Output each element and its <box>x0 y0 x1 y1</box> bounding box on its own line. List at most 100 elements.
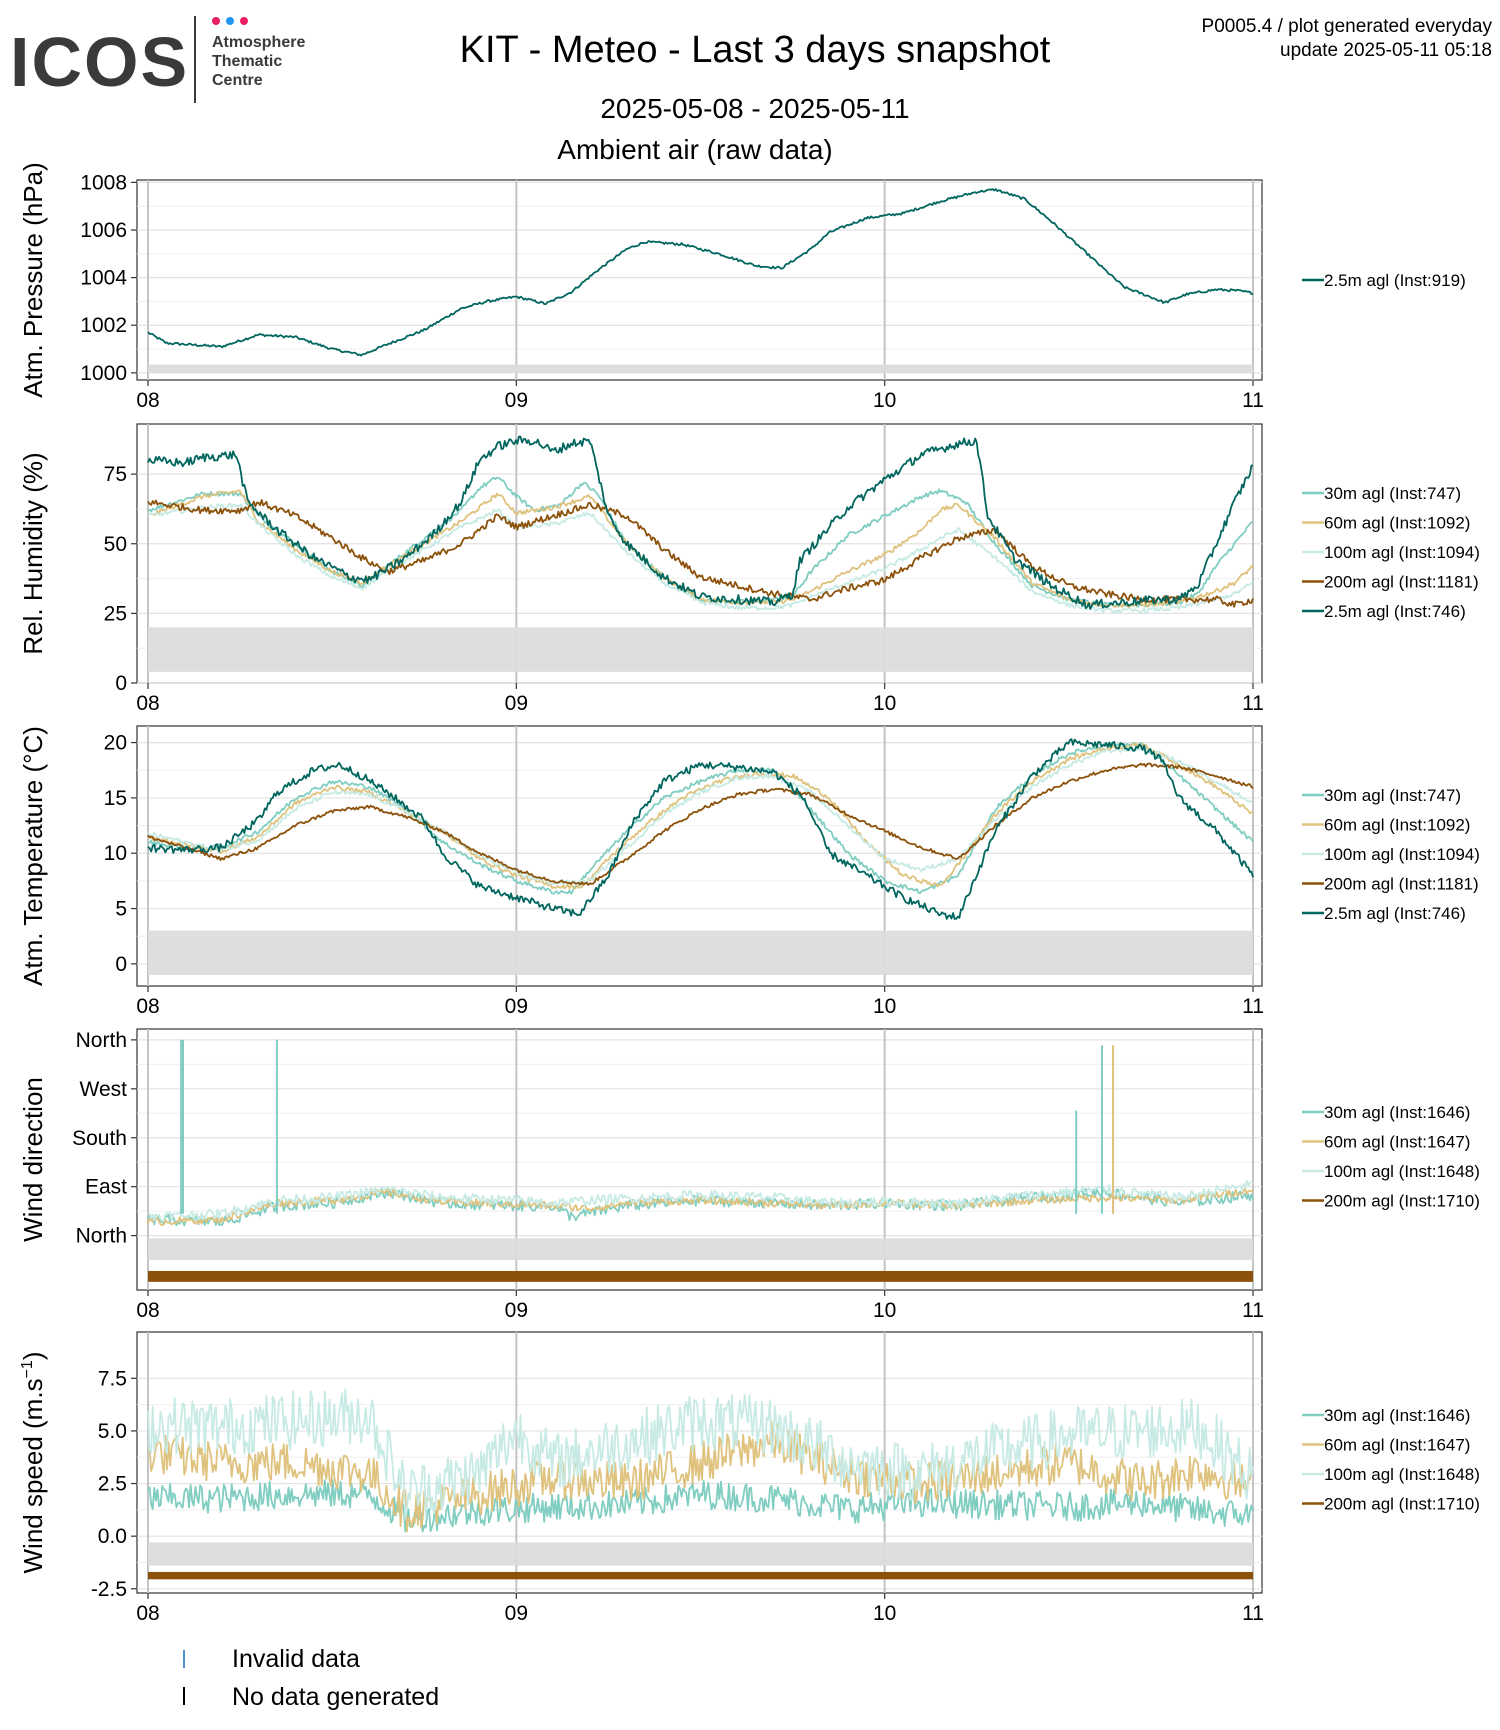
logo-sub-3: Centre <box>212 72 263 89</box>
y-tick-label: 5 <box>115 898 127 921</box>
x-tick-label: 10 <box>873 1299 896 1322</box>
x-tick-label: 09 <box>505 1299 528 1322</box>
y-tick-label: West <box>80 1078 128 1101</box>
series-line-100m <box>147 746 1254 886</box>
x-tick-label: 11 <box>1242 1602 1264 1625</box>
series-line-60m <box>147 489 1254 608</box>
legend-label: 200m agl (Inst:1710) <box>1324 1192 1480 1211</box>
y-axis-label-close: ) <box>18 1352 48 1361</box>
series-line-30m <box>147 741 1254 895</box>
y-tick-label: 1000 <box>80 362 127 385</box>
x-tick-label: 10 <box>873 995 896 1018</box>
y-tick-label: 0 <box>115 672 127 695</box>
panel-wind_speed: -2.5 0.0 2.5 5.0 7.5 08 09 10 11 Wind speed (m.s−… <box>18 1331 1480 1625</box>
y-tick-label: 7.5 <box>98 1367 127 1390</box>
info-line-2: update 2025-05-11 05:18 <box>1280 40 1492 61</box>
y-tick-label: 0.0 <box>98 1525 127 1548</box>
x-tick-label: 09 <box>505 1602 528 1625</box>
legend-label: 2.5m agl (Inst:746) <box>1324 904 1466 923</box>
x-tick-label: 08 <box>136 1602 159 1625</box>
series-line-100m <box>147 1179 1254 1222</box>
icos-logo: ICOS Atmosphere Thematic Centre <box>10 16 305 103</box>
legend-label: 100m agl (Inst:1648) <box>1324 1162 1480 1181</box>
x-tick-label: 10 <box>873 1602 896 1625</box>
y-tick-label: 1002 <box>80 314 127 337</box>
x-tick-label: 08 <box>136 389 159 412</box>
x-tick-label: 08 <box>136 995 159 1018</box>
page-title: KIT - Meteo - Last 3 days snapshot <box>460 29 1051 71</box>
legend-label: 2.5m agl (Inst:919) <box>1324 271 1466 290</box>
threshold-band <box>148 1542 1253 1566</box>
logo-sub-1: Atmosphere <box>212 34 305 51</box>
y-tick-label: 50 <box>104 533 127 556</box>
legend-humidity: 30m agl (Inst:747) 60m agl (Inst:1092) 100… <box>1302 484 1480 621</box>
legend-label: 30m agl (Inst:1646) <box>1324 1406 1470 1425</box>
x-tick-label: 11 <box>1242 1299 1264 1322</box>
legend-label: 100m agl (Inst:1094) <box>1324 543 1480 562</box>
legend-label: 100m agl (Inst:1648) <box>1324 1465 1480 1484</box>
legend-wind_direction: 30m agl (Inst:1646) 60m agl (Inst:1647) 10… <box>1302 1103 1480 1211</box>
series-line-100m <box>147 502 1254 614</box>
panel-wind_direction: North East South West North 08 09 10 11 Wind dire… <box>18 1028 1480 1322</box>
legend-pressure: 2.5m agl (Inst:919) <box>1302 271 1466 290</box>
y-tick-label: East <box>85 1176 127 1199</box>
bottom-legend: Invalid data No data generated <box>183 1645 439 1711</box>
series-line-200m <box>147 499 1254 608</box>
legend-label: 30m agl (Inst:747) <box>1324 484 1461 503</box>
y-tick-label: -2.5 <box>91 1578 127 1601</box>
y-axis-label: Rel. Humidity (%) <box>18 452 48 654</box>
threshold-band <box>148 1238 1253 1261</box>
no-data-label: No data generated <box>232 1683 439 1711</box>
no-data-band-200m <box>148 1571 1253 1580</box>
y-tick-label: 5.0 <box>98 1420 127 1443</box>
threshold-band <box>148 930 1253 975</box>
series-line-60m <box>147 1420 1254 1533</box>
panel-humidity: 0 25 50 75 08 09 10 11 Rel. Humidity (%) 30m agl … <box>18 423 1480 715</box>
invalid-data-label: Invalid data <box>232 1645 360 1673</box>
series-line-2.5m <box>147 435 1254 610</box>
legend-label: 60m agl (Inst:1092) <box>1324 816 1470 835</box>
y-tick-label: 20 <box>104 732 127 755</box>
no-data-band-200m <box>148 1270 1253 1282</box>
x-tick-label: 10 <box>873 692 896 715</box>
panel-pressure: 1000 1002 1004 1006 1008 08 09 10 11 Atm. Pressur… <box>18 162 1466 412</box>
y-tick-label: 25 <box>104 602 127 625</box>
y-tick-label: 1004 <box>80 267 127 290</box>
logo-wordmark: ICOS <box>10 23 189 101</box>
x-tick-label: 08 <box>136 692 159 715</box>
legend-label: 200m agl (Inst:1181) <box>1324 573 1479 592</box>
logo-sub-2: Thematic <box>212 53 282 70</box>
series-line-2.5m <box>147 738 1254 920</box>
series-line-60m <box>147 1186 1254 1226</box>
legend-label: 30m agl (Inst:747) <box>1324 786 1461 805</box>
x-tick-label: 11 <box>1242 389 1264 412</box>
y-tick-label: 75 <box>104 463 127 486</box>
x-tick-label: 08 <box>136 1299 159 1322</box>
series-line-30m <box>147 1478 1254 1533</box>
legend-label: 200m agl (Inst:1710) <box>1324 1495 1480 1514</box>
legend-label: 2.5m agl (Inst:746) <box>1324 602 1466 621</box>
x-tick-label: 09 <box>505 389 528 412</box>
x-tick-label: 11 <box>1242 995 1264 1018</box>
legend-label: 60m agl (Inst:1647) <box>1324 1133 1470 1152</box>
series-line-60m <box>147 742 1254 890</box>
y-tick-label: 1008 <box>80 171 127 194</box>
legend-label: 200m agl (Inst:1181) <box>1324 875 1479 894</box>
y-axis-label: Wind direction <box>18 1077 48 1242</box>
y-tick-label: 0 <box>115 953 127 976</box>
logo-dot-pink-icon <box>212 17 220 25</box>
x-tick-label: 10 <box>873 389 896 412</box>
legend-label: 100m agl (Inst:1094) <box>1324 845 1480 864</box>
x-tick-label: 09 <box>505 995 528 1018</box>
panel-frame <box>136 179 1263 381</box>
date-range: 2025-05-08 - 2025-05-11 <box>600 93 909 124</box>
threshold-band <box>148 364 1253 373</box>
x-tick-label: 11 <box>1242 692 1264 715</box>
info-line-1: P0005.4 / plot generated everyday <box>1202 16 1493 37</box>
section-subtitle: Ambient air (raw data) <box>557 134 832 165</box>
legend-label: 30m agl (Inst:1646) <box>1324 1103 1470 1122</box>
logo-dot-blue-icon <box>226 17 234 25</box>
threshold-band <box>148 627 1253 672</box>
legend-label: 60m agl (Inst:1647) <box>1324 1436 1470 1455</box>
